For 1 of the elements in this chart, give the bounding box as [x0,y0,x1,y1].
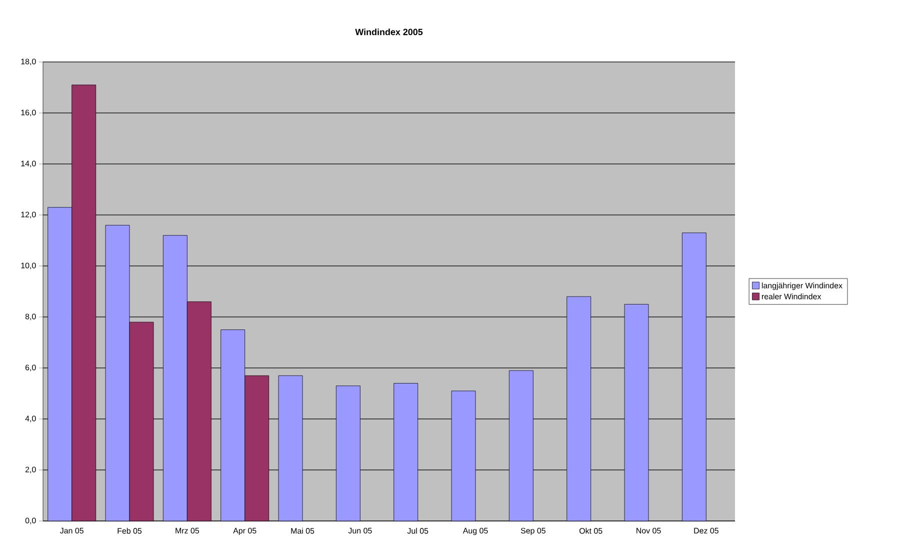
chart-title: Windindex 2005 [355,28,423,36]
